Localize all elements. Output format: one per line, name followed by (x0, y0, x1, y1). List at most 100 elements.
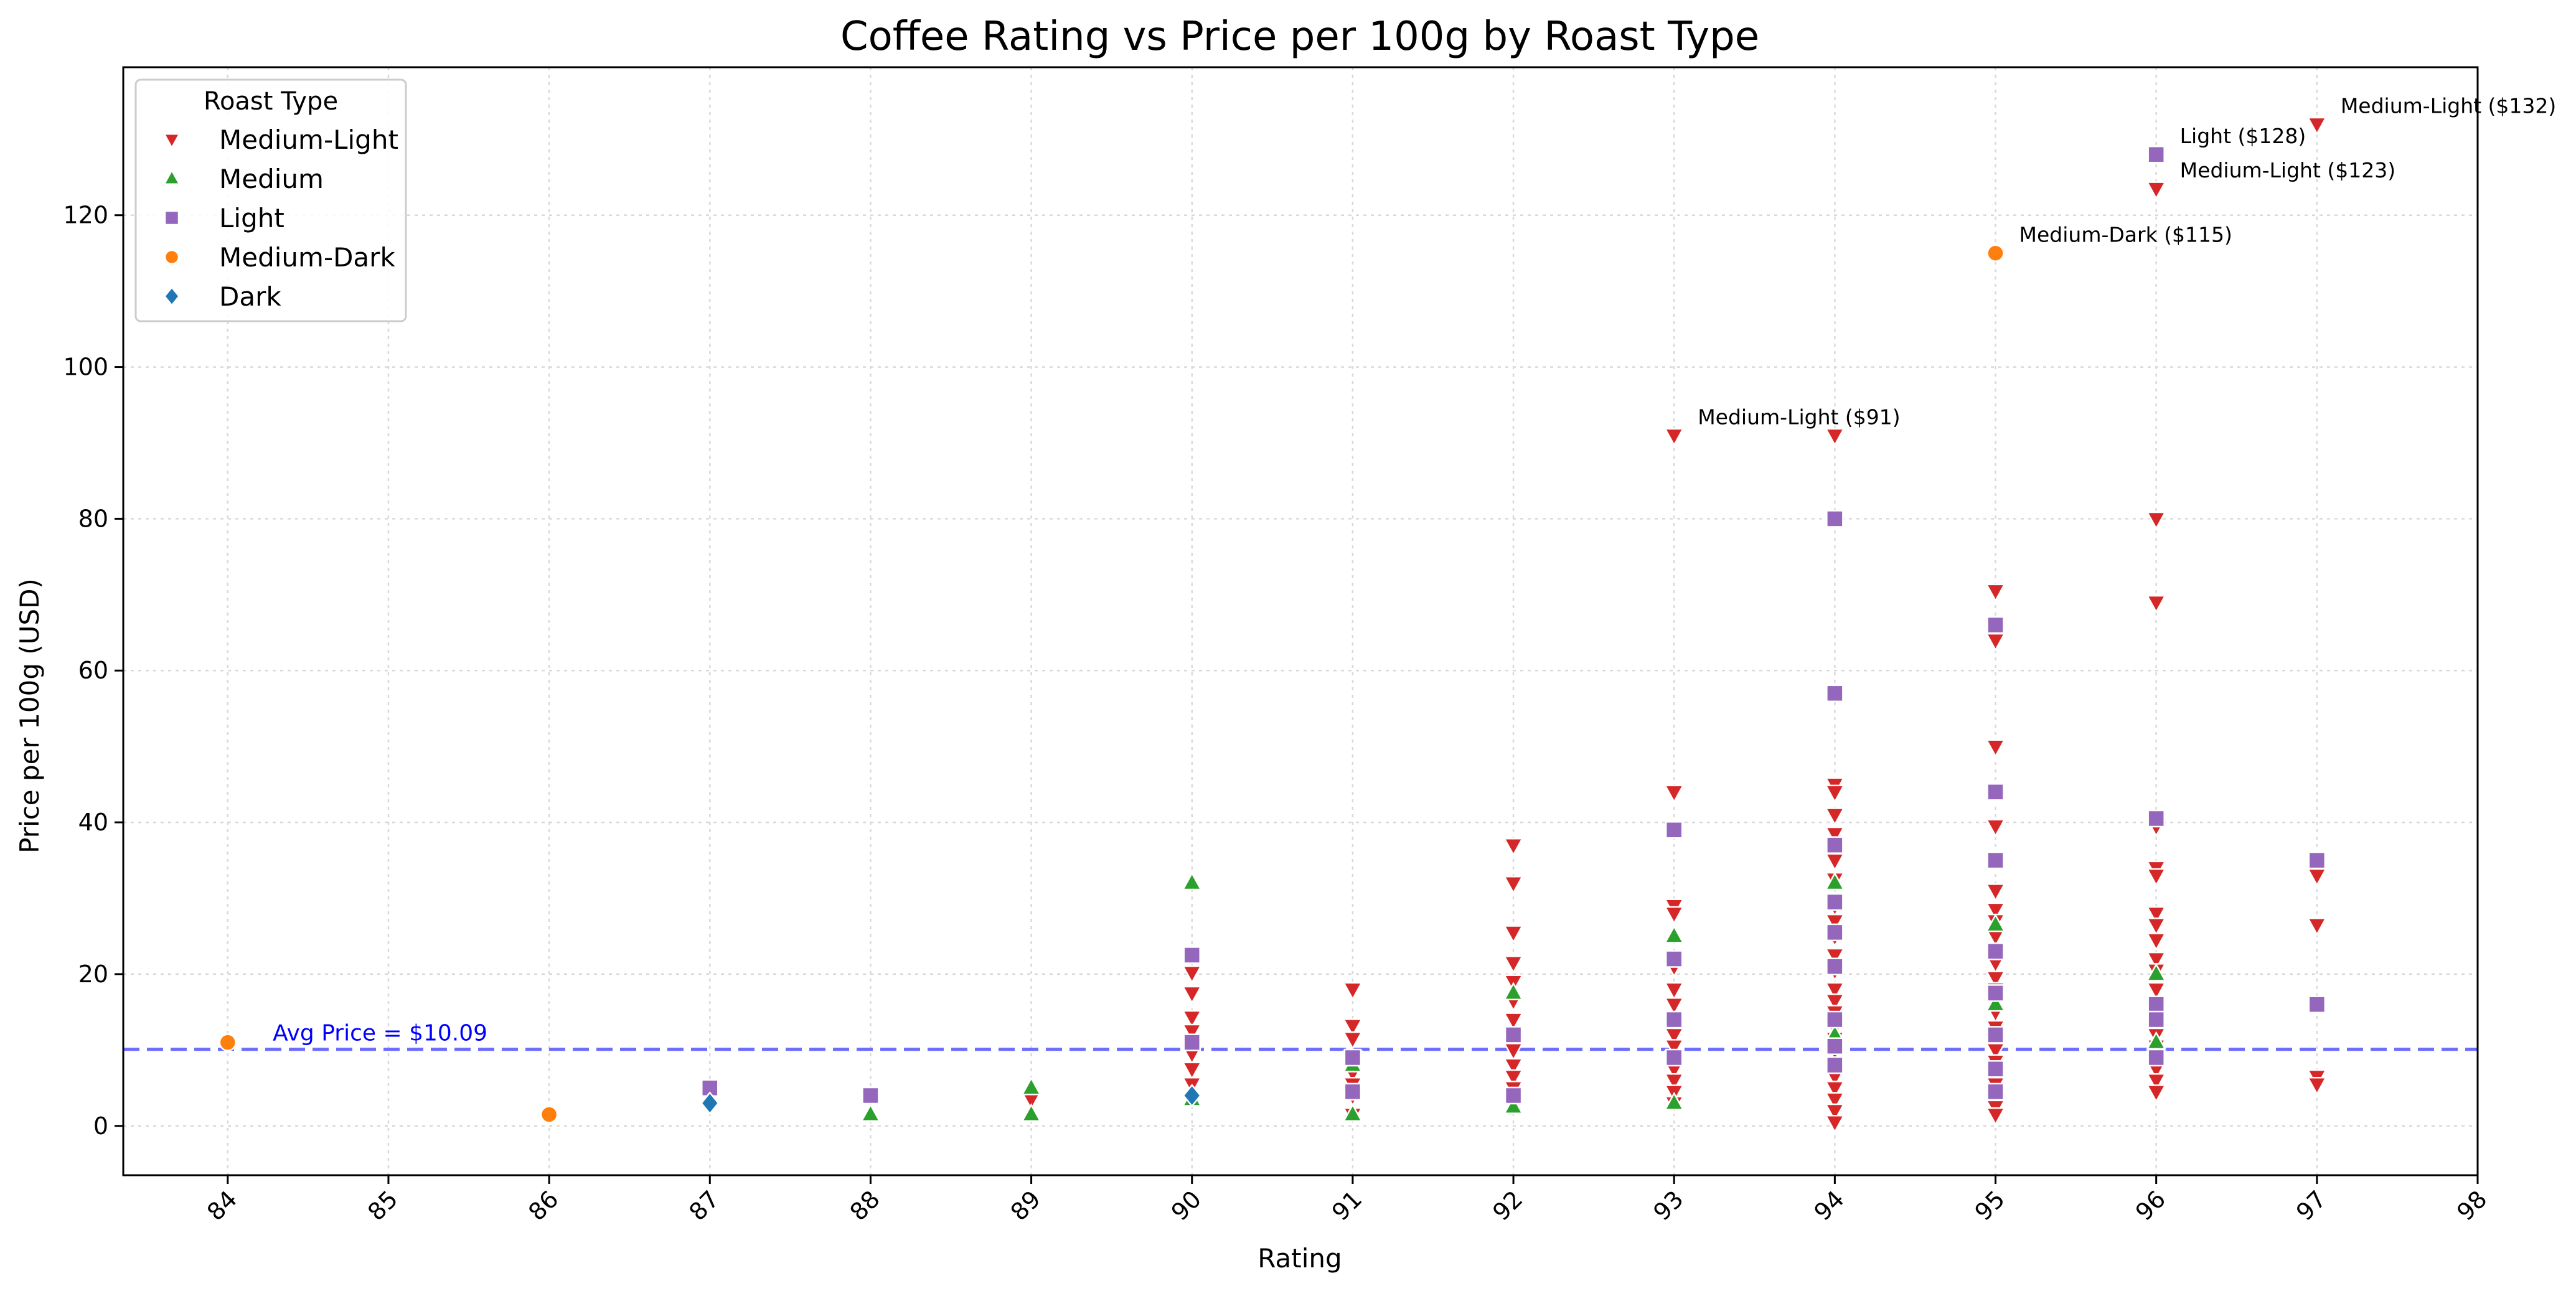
data-point (1826, 836, 1844, 854)
data-point (2147, 1048, 2165, 1067)
legend-entry: Light (219, 203, 284, 233)
data-point (2146, 932, 2167, 952)
data-point (1985, 913, 2006, 932)
data-point (1663, 428, 1685, 447)
data-point (1021, 1076, 1042, 1096)
data-point (2306, 918, 2328, 936)
data-point (1824, 1081, 1845, 1099)
x-axis-label: Rating (1257, 1243, 1342, 1274)
data-point (1985, 819, 2006, 838)
annotation-label: Medium-Light ($123) (2180, 158, 2395, 182)
data-point (1183, 1033, 1201, 1051)
data-point (1824, 428, 1845, 447)
y-tick-label: 20 (78, 960, 108, 988)
data-point (1665, 821, 1683, 839)
data-point (2147, 809, 2165, 828)
data-point (1663, 1091, 1685, 1110)
data-point (1824, 807, 1845, 827)
data-point (540, 1106, 558, 1124)
data-point (1826, 1010, 1844, 1029)
data-point (860, 1103, 881, 1122)
data-point (1986, 942, 2005, 960)
data-point (1665, 1048, 1683, 1067)
annotation-label: Medium-Light ($91) (1698, 405, 1900, 429)
data-point (2146, 868, 2167, 887)
chart-title: Coffee Rating vs Price per 100g by Roast… (840, 14, 1759, 60)
data-point (2147, 1010, 2165, 1029)
y-tick-label: 80 (78, 505, 108, 532)
data-point (1342, 982, 1363, 1001)
y-tick-label: 0 (93, 1112, 108, 1140)
data-point (1824, 913, 1845, 932)
data-point (1826, 1037, 1844, 1055)
data-point (1985, 883, 2006, 903)
data-point (1985, 1107, 2006, 1126)
data-point (1182, 1010, 1203, 1029)
data-point (1824, 993, 1845, 1012)
data-point (1342, 1103, 1363, 1122)
data-point (2306, 1077, 2328, 1096)
plot-area-frame (122, 66, 2479, 1176)
data-point (1985, 739, 2006, 758)
data-point (1663, 784, 1685, 804)
annotation-label: Light ($128) (2180, 124, 2306, 148)
data-point (1503, 1058, 1524, 1077)
y-axis-label: Price per 100g (USD) (14, 578, 45, 853)
data-point (1824, 826, 1845, 845)
data-point (1663, 997, 1685, 1016)
data-point (1985, 902, 2006, 921)
data-point (2306, 116, 2328, 136)
data-points (219, 116, 2328, 1134)
reference-line-group: Avg Price = $10.09 (123, 1021, 2478, 1051)
data-point (1826, 1056, 1844, 1074)
data-point (1824, 947, 1845, 967)
data-point (1503, 1012, 1524, 1031)
data-point (1986, 851, 2005, 870)
data-point (2308, 851, 2326, 870)
data-point (1663, 906, 1685, 925)
data-point (2146, 962, 2167, 982)
legend-marker (162, 169, 181, 185)
legend-entry: Medium-Dark (219, 242, 395, 273)
annotations: Medium-Light ($132) Light ($128) Medium-Li… (1698, 93, 2556, 429)
data-point (1665, 950, 1683, 968)
data-point (1182, 965, 1203, 984)
data-point (1343, 1082, 1362, 1101)
data-point (1826, 957, 1844, 975)
legend: Roast Type Medium-Light Medium Light Medium-… (134, 78, 407, 322)
data-point (1986, 984, 2005, 1002)
data-point (701, 1079, 719, 1097)
data-point (1504, 1086, 1523, 1105)
data-point (1986, 244, 2005, 262)
data-point (219, 1033, 237, 1051)
legend-entry: Dark (219, 281, 281, 312)
data-point (2147, 995, 2165, 1013)
data-point (1021, 1103, 1042, 1122)
data-point (1826, 893, 1844, 911)
y-tick-label: 40 (78, 809, 108, 836)
data-point (1986, 1026, 2005, 1044)
series-dark (700, 1084, 1202, 1115)
data-point (2146, 918, 2167, 936)
data-point (2146, 181, 2167, 200)
data-point (1342, 1018, 1363, 1038)
series-medium-dark (219, 244, 2005, 1124)
data-point (2147, 145, 2165, 164)
data-point (2146, 982, 2167, 1001)
data-point (1986, 1082, 2005, 1101)
data-point (1826, 684, 1844, 703)
data-point (1503, 925, 1524, 944)
y-tick-label: 100 (63, 354, 108, 381)
data-point (1986, 783, 2005, 801)
data-point (1182, 1023, 1203, 1043)
data-point (1826, 510, 1844, 528)
data-point (1826, 923, 1844, 942)
data-point (1182, 871, 1203, 891)
data-point (1824, 784, 1845, 804)
data-point (1503, 838, 1524, 857)
legend-entry: Medium-Light (219, 124, 398, 155)
data-point (1985, 583, 2006, 603)
legend-title: Roast Type (204, 87, 338, 116)
data-point (1824, 982, 1845, 1001)
annotation-label: Medium-Light ($132) (2341, 93, 2556, 118)
